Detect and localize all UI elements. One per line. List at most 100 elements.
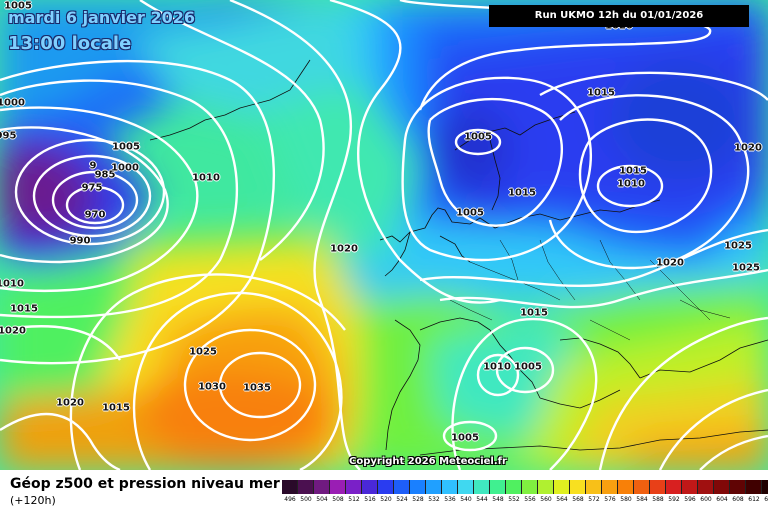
isobar-label: 1015 xyxy=(587,87,615,99)
scale-color xyxy=(730,480,746,494)
scale-swatch: 600 xyxy=(698,480,714,506)
scale-value: 616 xyxy=(764,496,768,503)
scale-color xyxy=(298,480,314,494)
scale-color xyxy=(762,480,768,494)
scale-color xyxy=(618,480,634,494)
coastlines xyxy=(149,59,768,456)
scale-swatch: 544 xyxy=(474,480,490,506)
scale-swatch: 592 xyxy=(666,480,682,506)
isobar-label: 1000 xyxy=(111,162,139,174)
scale-swatch: 528 xyxy=(410,480,426,506)
isobar-label: 1010 xyxy=(617,178,645,190)
scale-color xyxy=(522,480,538,494)
isobar-label: 1015 xyxy=(508,187,536,199)
copyright-text: Copyright 2026 Meteociel.fr xyxy=(349,456,507,467)
isobar-label: 1005 xyxy=(4,0,32,12)
isobar-label: 1015 xyxy=(520,307,548,319)
color-fill xyxy=(0,0,768,470)
scale-swatch: 616 xyxy=(762,480,768,506)
scale-swatch: 588 xyxy=(650,480,666,506)
scale-value: 500 xyxy=(300,496,312,503)
scale-value: 600 xyxy=(700,496,712,503)
scale-swatch: 536 xyxy=(442,480,458,506)
scale-value: 572 xyxy=(588,496,600,503)
scale-swatch: 524 xyxy=(394,480,410,506)
scale-color xyxy=(410,480,426,494)
scale-swatch: 576 xyxy=(602,480,618,506)
scale-value: 548 xyxy=(492,496,504,503)
isobar-label: 995 xyxy=(0,130,17,142)
isobar-label: 1005 xyxy=(514,361,542,373)
isobar-label: 1025 xyxy=(189,346,217,358)
scale-color xyxy=(554,480,570,494)
scale-value: 496 xyxy=(284,496,296,503)
isobar-label: 1015 xyxy=(619,165,647,177)
scale-value: 612 xyxy=(748,496,760,503)
scale-color xyxy=(698,480,714,494)
scale-value: 592 xyxy=(668,496,680,503)
scale-swatch: 516 xyxy=(362,480,378,506)
scale-swatch: 552 xyxy=(506,480,522,506)
scale-swatch: 608 xyxy=(730,480,746,506)
isobar-label: 1010 xyxy=(483,361,511,373)
isobar-label: 1010 xyxy=(192,172,220,184)
isobar-label: 1005 xyxy=(456,207,484,219)
scale-color xyxy=(746,480,762,494)
scale-swatch: 564 xyxy=(554,480,570,506)
forecast-time: 13:00 locale xyxy=(8,33,132,54)
scale-color xyxy=(666,480,682,494)
scale-color xyxy=(378,480,394,494)
scale-color xyxy=(506,480,522,494)
scale-value: 516 xyxy=(364,496,376,503)
isobar-label: 975 xyxy=(81,182,103,194)
scale-color xyxy=(570,480,586,494)
scale-swatch: 556 xyxy=(522,480,538,506)
isobar-label: 1015 xyxy=(112,141,140,153)
scale-color xyxy=(458,480,474,494)
map-area: 1005100099510151005998510009751010970990… xyxy=(0,0,768,470)
isobar-label: 1020 xyxy=(330,243,358,255)
isobar-label: 1010 xyxy=(0,278,24,290)
isobar-label: 1015 xyxy=(10,303,38,315)
scale-color xyxy=(586,480,602,494)
scale-value: 596 xyxy=(684,496,696,503)
isobars xyxy=(0,0,768,470)
forecast-date: mardi 6 janvier 2026 xyxy=(8,8,195,27)
isobar-label: 9 xyxy=(89,160,97,172)
scale-color xyxy=(474,480,490,494)
scale-value: 556 xyxy=(524,496,536,503)
scale-swatch: 568 xyxy=(570,480,586,506)
map-caption: Géop z500 et pression niveau mer xyxy=(10,476,280,492)
scale-swatch: 560 xyxy=(538,480,554,506)
isobar-label: 1005 xyxy=(451,432,479,444)
geopotential-field xyxy=(0,0,768,470)
scale-value: 504 xyxy=(316,496,328,503)
scale-value: 568 xyxy=(572,496,584,503)
scale-swatch: 596 xyxy=(682,480,698,506)
borders xyxy=(449,239,731,341)
scale-value: 508 xyxy=(332,496,344,503)
scale-value: 544 xyxy=(476,496,488,503)
scale-value: 532 xyxy=(428,496,440,503)
scale-color xyxy=(282,480,298,494)
scale-value: 520 xyxy=(380,496,392,503)
scale-value: 512 xyxy=(348,496,360,503)
scale-swatch: 584 xyxy=(634,480,650,506)
scale-value: 524 xyxy=(396,496,408,503)
scale-value: 576 xyxy=(604,496,616,503)
scale-value: 540 xyxy=(460,496,472,503)
scale-swatch: 580 xyxy=(618,480,634,506)
isobar-label: 1030 xyxy=(198,381,226,393)
run-info-box: Run UKMO 12h du 01/01/2026 xyxy=(489,5,749,27)
isobar-label: 1025 xyxy=(724,240,752,252)
scale-color xyxy=(538,480,554,494)
scale-color xyxy=(650,480,666,494)
scale-swatch: 500 xyxy=(298,480,314,506)
scale-color xyxy=(490,480,506,494)
legend-bar: Géop z500 et pression niveau mer (+120h)… xyxy=(0,470,768,512)
scale-swatch: 504 xyxy=(314,480,330,506)
scale-value: 564 xyxy=(556,496,568,503)
scale-swatch: 604 xyxy=(714,480,730,506)
scale-swatch: 548 xyxy=(490,480,506,506)
